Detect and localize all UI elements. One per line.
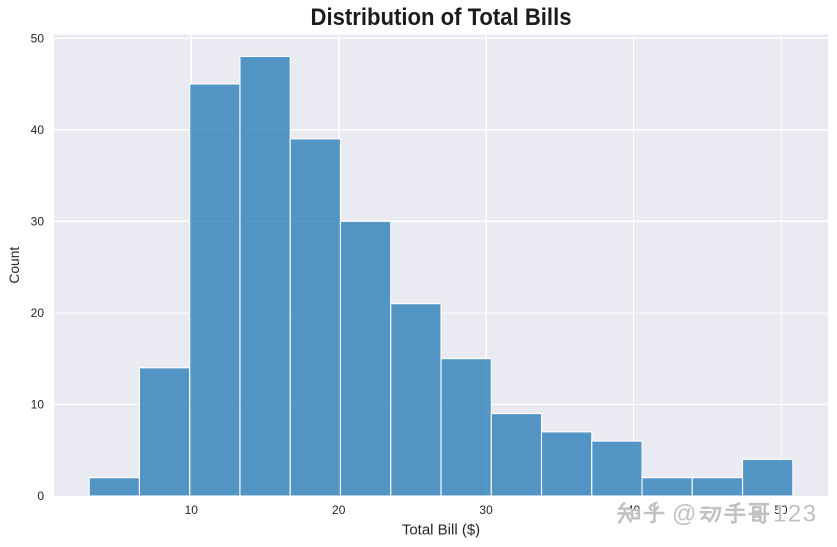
- svg-text:10: 10: [31, 398, 45, 412]
- svg-text:30: 30: [479, 503, 493, 517]
- svg-text:123: 123: [773, 501, 818, 528]
- svg-text:Total Bill ($): Total Bill ($): [402, 521, 480, 538]
- svg-text:10: 10: [185, 503, 199, 517]
- svg-text:@: @: [674, 503, 698, 530]
- svg-text:30: 30: [31, 215, 45, 229]
- svg-text:Count: Count: [7, 247, 22, 284]
- svg-text:Distribution of Total Bills: Distribution of Total Bills: [311, 4, 572, 31]
- svg-text:0: 0: [37, 489, 44, 503]
- svg-text:50: 50: [774, 503, 788, 517]
- svg-text:20: 20: [31, 306, 45, 320]
- svg-text:20: 20: [332, 503, 346, 517]
- svg-text:40: 40: [31, 123, 45, 137]
- svg-text:@: @: [672, 501, 696, 528]
- svg-text:50: 50: [31, 31, 45, 45]
- svg-text:123: 123: [775, 503, 820, 530]
